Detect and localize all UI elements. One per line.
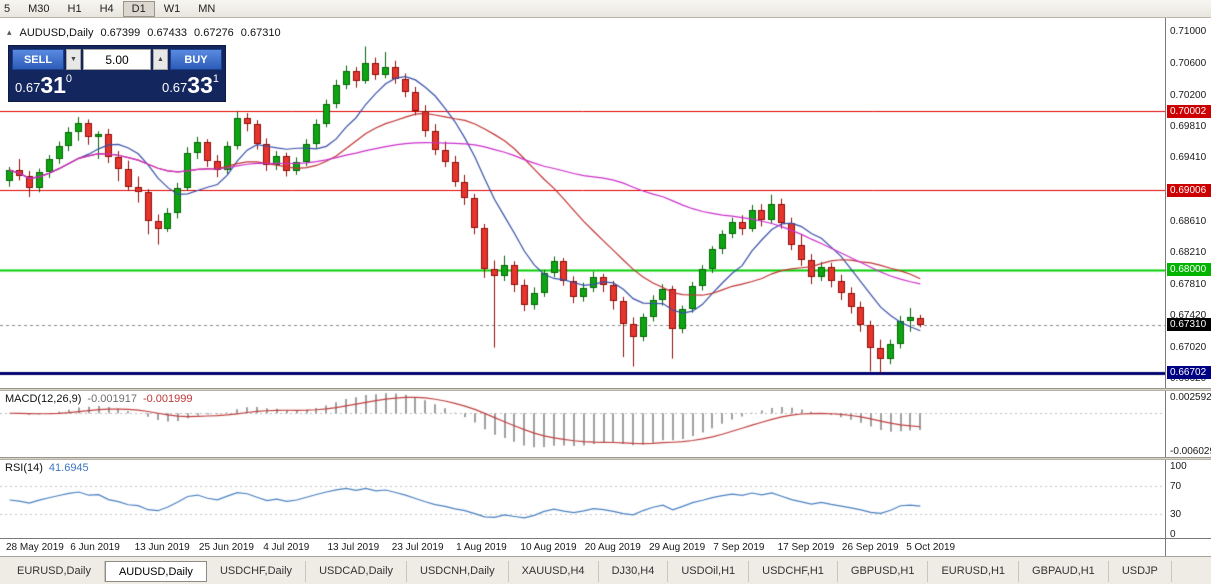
price-tag-0.67310: 0.67310: [1167, 318, 1211, 332]
collapse-trade-panel-icon[interactable]: ▴: [7, 27, 12, 37]
date-label: 25 Jun 2019: [198, 542, 254, 553]
timeframe-d1[interactable]: D1: [122, 0, 155, 17]
main-chart-pane: ▴ AUDUSD,Daily 0.67399 0.67433 0.67276 0…: [0, 18, 1211, 388]
rsi-axis-label: 100: [1170, 461, 1187, 472]
tab-usdchf-h1[interactable]: USDCHF,H1: [749, 561, 838, 582]
time-axis[interactable]: 28 May 2019 6 Jun 2019 13 Jun 2019 25 Jun 2…: [0, 538, 1211, 556]
price-axis-label: 0.70600: [1170, 57, 1207, 69]
price-axis-label: 0.70200: [1170, 89, 1207, 101]
buy-button[interactable]: BUY: [170, 49, 222, 70]
timeframe-w1[interactable]: W1: [163, 2, 181, 15]
sell-price-display: 0.67 31 0: [15, 72, 73, 98]
date-label: 5 Oct 2019: [906, 542, 956, 553]
date-label: 26 Sep 2019: [841, 542, 899, 553]
date-label: 17 Sep 2019: [777, 542, 835, 553]
timeframe-5[interactable]: 5: [4, 2, 11, 15]
macd-label: MACD(12,26,9) -0.001917 -0.001999: [5, 393, 193, 405]
rsi-axis-label: 30: [1170, 508, 1182, 520]
price-axis-label: 0.67020: [1170, 341, 1207, 353]
timeframe-h4[interactable]: H4: [99, 2, 114, 15]
price-tag-0.70002: 0.70002: [1167, 104, 1211, 118]
macd-axis: 0.002592 -0.006029: [1165, 391, 1211, 457]
rsi-canvas[interactable]: [0, 460, 1165, 538]
date-label: 1 Aug 2019: [456, 542, 507, 553]
volume-increase-icon[interactable]: ▲: [153, 49, 168, 70]
date-label: 13 Jun 2019: [134, 542, 190, 553]
timeframe-mn[interactable]: MN: [198, 2, 216, 15]
macd-axis-label: -0.006029: [1170, 446, 1211, 457]
tab-gbpusd-h1[interactable]: GBPUSD,H1: [838, 561, 929, 582]
date-label: 28 May 2019: [6, 542, 64, 553]
tab-usdcad-daily[interactable]: USDCAD,Daily: [306, 561, 408, 582]
ohlc-open: 0.67399: [100, 27, 141, 39]
price-axis-label: 0.69810: [1170, 120, 1207, 132]
timeframe-toolbar: 5 M30 H1 H4 D1 W1 MN: [0, 0, 1211, 18]
rsi-axis-label: 70: [1170, 481, 1182, 493]
one-click-trading-panel: SELL ▼ ▲ BUY 0.67 31 0 0.67 33 1: [8, 45, 226, 102]
chart-window: ▴ AUDUSD,Daily 0.67399 0.67433 0.67276 0…: [0, 18, 1211, 556]
ohlc-close: 0.67310: [240, 27, 281, 39]
timeframe-h1[interactable]: H1: [67, 2, 82, 15]
date-label: 29 Aug 2019: [649, 542, 706, 553]
macd-pane: MACD(12,26,9) -0.001917 -0.001999 0.0025…: [0, 391, 1211, 457]
chart-title: ▴ AUDUSD,Daily 0.67399 0.67433 0.67276 0…: [7, 27, 281, 39]
date-label: 6 Jun 2019: [70, 542, 120, 553]
date-label: 13 Jul 2019: [327, 542, 380, 553]
tab-usdoil-h1[interactable]: USDOil,H1: [668, 561, 750, 582]
pane-separator[interactable]: [0, 388, 1211, 391]
volume-decrease-icon[interactable]: ▼: [66, 49, 81, 70]
rsi-label: RSI(14) 41.6945: [5, 462, 89, 474]
tab-dj30-h4[interactable]: DJ30,H4: [599, 561, 669, 582]
tab-usdchf-daily[interactable]: USDCHF,Daily: [207, 561, 307, 582]
price-axis-label: 0.71000: [1170, 26, 1207, 38]
ohlc-low: 0.67276: [194, 27, 234, 39]
price-axis-label: 0.67810: [1170, 279, 1207, 290]
volume-input[interactable]: [83, 49, 151, 70]
pane-separator[interactable]: [0, 457, 1211, 460]
macd-canvas[interactable]: [0, 391, 1165, 457]
date-label: 10 Aug 2019: [520, 542, 577, 553]
time-axis-corner: [1165, 539, 1211, 556]
date-label: 23 Jul 2019: [391, 542, 444, 553]
price-axis-label: 0.68210: [1170, 247, 1207, 259]
tab-xauusd-h4[interactable]: XAUUSD,H4: [509, 561, 599, 582]
timeframe-m30[interactable]: M30: [28, 2, 50, 15]
rsi-axis-label: 0: [1170, 529, 1176, 540]
price-axis-label: 0.69410: [1170, 152, 1207, 164]
macd-axis-label: 0.002592: [1170, 392, 1211, 403]
rsi-pane: RSI(14) 41.6945 100 70 30 0: [0, 460, 1211, 540]
rsi-axis: 100 70 30 0: [1165, 460, 1211, 540]
price-tag-0.66702: 0.66702: [1167, 366, 1211, 380]
tab-usdcnh-daily[interactable]: USDCNH,Daily: [407, 561, 509, 582]
tab-gbpaud-h1[interactable]: GBPAUD,H1: [1019, 561, 1109, 582]
date-label: 20 Aug 2019: [584, 542, 641, 553]
date-label: 7 Sep 2019: [713, 542, 765, 553]
buy-price-display: 0.67 33 1: [161, 72, 219, 98]
tab-audusd-daily[interactable]: AUDUSD,Daily: [104, 561, 207, 582]
symbol-period-label: AUDUSD,Daily: [19, 27, 94, 39]
tab-usdjp[interactable]: USDJP: [1109, 561, 1172, 582]
tab-eurusd-daily[interactable]: EURUSD,Daily: [4, 561, 105, 582]
ohlc-high: 0.67433: [147, 27, 188, 39]
chart-tabs-bar: EURUSD,Daily AUDUSD,Daily USDCHF,Daily USDC…: [0, 556, 1211, 584]
price-axis[interactable]: 0.71000 0.70600 0.70200 0.69810 0.69410 0.690…: [1165, 18, 1211, 388]
price-axis-label: 0.68610: [1170, 215, 1207, 227]
tab-eurusd-h1[interactable]: EURUSD,H1: [928, 561, 1020, 582]
sell-button[interactable]: SELL: [12, 49, 64, 70]
price-axis-label: 0.67420: [1170, 309, 1207, 321]
date-label: 4 Jul 2019: [263, 542, 310, 553]
price-tag-0.69006: 0.69006: [1167, 183, 1211, 197]
price-tag-0.68000: 0.68000: [1167, 263, 1211, 277]
